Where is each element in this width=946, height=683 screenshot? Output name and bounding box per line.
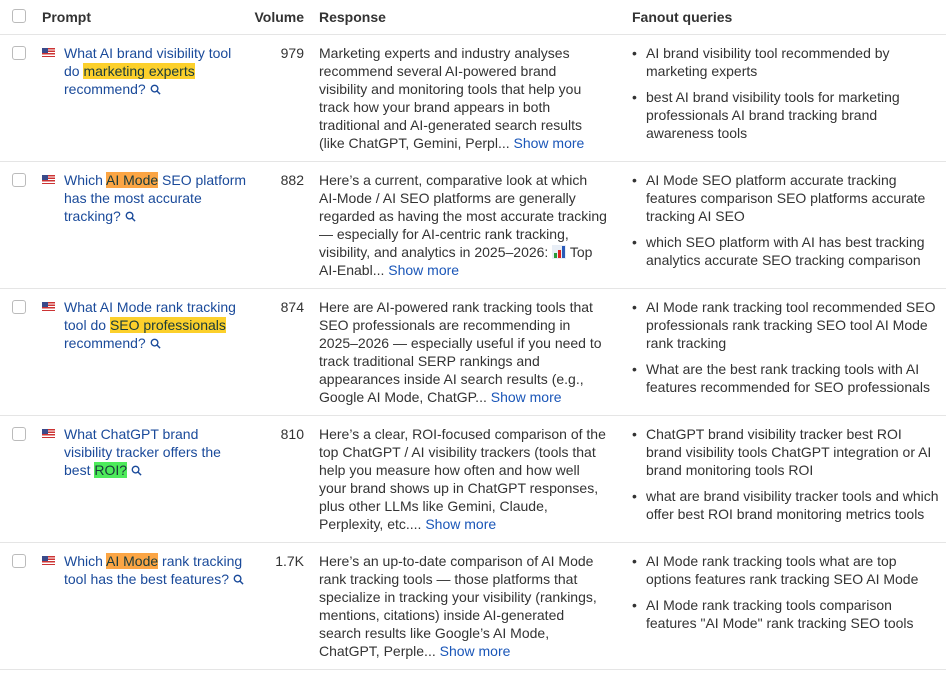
us-flag-icon (42, 429, 55, 438)
volume-value: 874 (280, 299, 304, 315)
show-more-link[interactable]: Show more (490, 389, 562, 405)
fanout-query: best AI brand visibility tools for marke… (632, 88, 940, 142)
volume-value: 810 (280, 426, 304, 442)
header-prompt[interactable]: Prompt (42, 9, 91, 25)
prompt-link[interactable]: Which AI Mode rank tracking tool has the… (64, 552, 250, 660)
header-volume[interactable]: Volume (254, 9, 304, 25)
fanout-query: AI Mode SEO platform accurate tracking f… (632, 171, 940, 225)
response-text: Here’s an up-to-date comparison of AI Mo… (319, 553, 597, 659)
header-response: Response (319, 9, 386, 25)
prompt-segment: AI Mode (106, 172, 159, 188)
search-icon[interactable] (131, 462, 142, 480)
fanout-query: what are brand visibility tracker tools … (632, 487, 940, 523)
prompt-segment: Which (64, 553, 107, 569)
fanout-query: AI Mode rank tracking tools what are top… (632, 552, 940, 588)
us-flag-icon (42, 302, 55, 311)
fanout-cell: AI Mode SEO platform accurate tracking f… (618, 171, 946, 279)
prompt-segment: What AI Mode rank tracking tool do (64, 299, 236, 333)
response-cell: Here’s a clear, ROI-focused comparison o… (304, 425, 618, 533)
show-more-link[interactable]: Show more (513, 135, 585, 151)
table-row: Which AI Mode rank tracking tool has the… (0, 543, 946, 670)
fanout-cell: ChatGPT brand visibility tracker best RO… (618, 425, 946, 533)
row-checkbox[interactable] (12, 173, 26, 187)
fanout-cell: AI brand visibility tool recommended by … (618, 44, 946, 152)
response-text: Marketing experts and industry analyses … (319, 45, 583, 151)
search-icon[interactable] (233, 571, 244, 589)
prompt-link[interactable]: What ChatGPT brand visibility tracker of… (64, 425, 250, 533)
bar-chart-icon (552, 245, 567, 259)
prompt-segment: marketing experts (83, 63, 195, 79)
prompt-segment: SEO professionals (109, 317, 226, 333)
table-row: Which AI Mode SEO platform has the most … (0, 162, 946, 289)
table-body: What AI brand visibility tool do marketi… (0, 35, 946, 670)
response-text: Here’s a current, comparative look at wh… (319, 172, 607, 260)
row-checkbox[interactable] (12, 554, 26, 568)
show-more-link[interactable]: Show more (425, 516, 497, 532)
volume-value: 1.7K (275, 553, 304, 569)
fanout-list: AI brand visibility tool recommended by … (632, 44, 940, 142)
table-row: What AI Mode rank tracking tool do SEO p… (0, 289, 946, 416)
table-header: Prompt Volume Response Fanout queries (0, 0, 946, 35)
prompt-segment: ROI? (94, 462, 128, 478)
fanout-cell: AI Mode rank tracking tool recommended S… (618, 298, 946, 406)
fanout-list: AI Mode rank tracking tools what are top… (632, 552, 940, 632)
show-more-link[interactable]: Show more (439, 643, 511, 659)
prompt-segment: rank tracking tool has the best features… (64, 553, 243, 587)
response-cell: Here are AI-powered rank tracking tools … (304, 298, 618, 406)
fanout-query: which SEO platform with AI has best trac… (632, 233, 940, 269)
row-checkbox[interactable] (12, 300, 26, 314)
header-fanout: Fanout queries (632, 9, 733, 25)
fanout-list: AI Mode rank tracking tool recommended S… (632, 298, 940, 396)
row-checkbox[interactable] (12, 427, 26, 441)
prompt-segment: SEO platform has the most accurate track… (64, 172, 247, 224)
fanout-query: AI Mode rank tracking tools comparison f… (632, 596, 940, 632)
prompt-segment: recommend? (64, 335, 146, 351)
response-text: Here are AI-powered rank tracking tools … (319, 299, 602, 405)
fanout-query: What are the best rank tracking tools wi… (632, 360, 940, 396)
prompt-segment: recommend? (64, 81, 146, 97)
volume-value: 979 (280, 45, 304, 61)
fanout-list: AI Mode SEO platform accurate tracking f… (632, 171, 940, 269)
response-cell: Here’s a current, comparative look at wh… (304, 171, 618, 279)
prompt-link[interactable]: What AI brand visibility tool do marketi… (64, 44, 250, 152)
fanout-query: AI brand visibility tool recommended by … (632, 44, 940, 80)
search-icon[interactable] (150, 335, 161, 353)
us-flag-icon (42, 48, 55, 57)
response-cell: Here’s an up-to-date comparison of AI Mo… (304, 552, 618, 660)
search-icon[interactable] (125, 208, 136, 226)
response-text: Here’s a clear, ROI-focused comparison o… (319, 426, 606, 532)
select-all-checkbox[interactable] (12, 8, 26, 23)
fanout-cell: AI Mode rank tracking tools what are top… (618, 552, 946, 660)
prompt-link[interactable]: Which AI Mode SEO platform has the most … (64, 171, 250, 279)
table-row: What AI brand visibility tool do marketi… (0, 35, 946, 162)
volume-value: 882 (280, 172, 304, 188)
response-cell: Marketing experts and industry analyses … (304, 44, 618, 152)
prompt-segment: What AI brand visibility tool do (64, 45, 232, 79)
fanout-query: AI Mode rank tracking tool recommended S… (632, 298, 940, 352)
table-row: What ChatGPT brand visibility tracker of… (0, 416, 946, 543)
row-checkbox[interactable] (12, 46, 26, 60)
prompt-segment: AI Mode (106, 553, 159, 569)
search-icon[interactable] (150, 81, 161, 99)
fanout-query: ChatGPT brand visibility tracker best RO… (632, 425, 940, 479)
show-more-link[interactable]: Show more (388, 262, 460, 278)
prompt-link[interactable]: What AI Mode rank tracking tool do SEO p… (64, 298, 250, 406)
fanout-list: ChatGPT brand visibility tracker best RO… (632, 425, 940, 523)
prompt-segment: Which (64, 172, 107, 188)
us-flag-icon (42, 556, 55, 565)
response-text: Top AI-Enabl... (319, 244, 593, 278)
prompt-segment: What ChatGPT brand visibility tracker of… (64, 426, 221, 478)
us-flag-icon (42, 175, 55, 184)
